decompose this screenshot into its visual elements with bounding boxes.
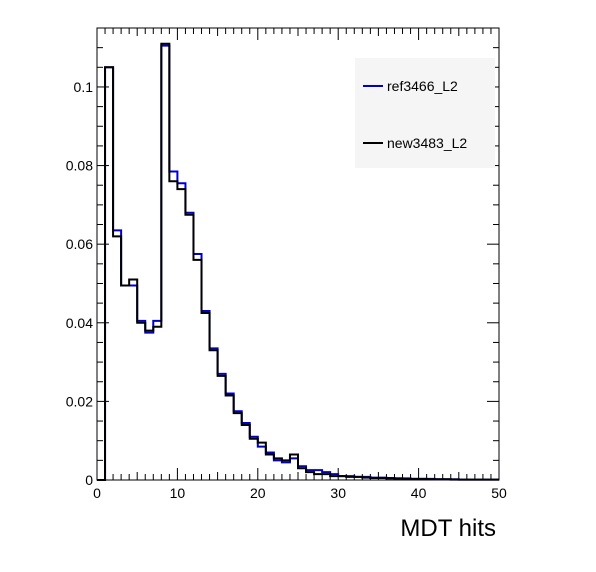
x-tick-label: 10 xyxy=(170,485,186,501)
y-tick-label: 0.04 xyxy=(66,315,93,331)
x-tick-label: 50 xyxy=(491,485,507,501)
series-line-new xyxy=(97,42,499,481)
legend-box xyxy=(355,58,495,168)
y-tick-label: 0 xyxy=(85,472,93,488)
y-tick-label: 0.06 xyxy=(66,236,93,252)
y-tick-label: 0.02 xyxy=(66,393,93,409)
legend: ref3466_L2 new3483_L2 xyxy=(355,58,495,168)
axis-ticks xyxy=(96,28,500,481)
x-tick-labels: 0 10 20 30 40 50 xyxy=(93,485,507,501)
x-axis-label: MDT hits xyxy=(400,515,496,542)
y-tick-label: 0.1 xyxy=(74,79,94,95)
x-tick-label: 30 xyxy=(330,485,346,501)
legend-label-ref: ref3466_L2 xyxy=(387,78,458,94)
series-layer xyxy=(97,42,499,481)
x-tick-label: 40 xyxy=(411,485,427,501)
legend-label-new: new3483_L2 xyxy=(387,135,467,151)
x-tick-label: 20 xyxy=(250,485,266,501)
y-tick-labels: 0 0.02 0.04 0.06 0.08 0.1 xyxy=(66,79,93,488)
x-tick-label: 0 xyxy=(93,485,101,501)
y-tick-label: 0.08 xyxy=(66,158,93,174)
